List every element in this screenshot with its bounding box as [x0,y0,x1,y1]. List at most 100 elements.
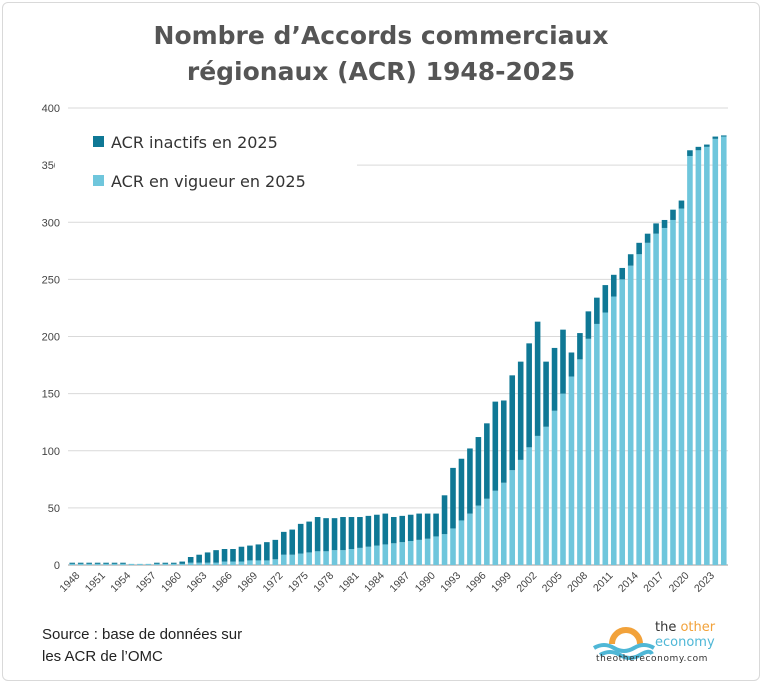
logo-wordmark-line2: economy [655,635,715,650]
bar-inactifs-2006 [560,329,566,394]
bar-inactifs-2024 [712,136,719,139]
bar-vigueur-1982 [357,547,363,565]
bar-inactifs-1970 [255,544,262,561]
logo-url: theothereconomy.com [596,654,709,664]
y-tick-label: 200 [42,332,60,344]
bar-inactifs-2004 [543,361,549,427]
x-tick-label: 2002 [514,570,539,595]
x-tick-label: 1987 [387,570,412,595]
bar-inactifs-1949 [77,562,84,564]
bar-vigueur-2019 [670,219,676,565]
bar-vigueur-1951 [94,563,101,565]
bar-vigueur-1995 [467,513,473,565]
bar-vigueur-2003 [534,435,541,565]
bar-inactifs-1952 [103,562,109,564]
bar-inactifs-1990 [424,513,431,539]
bar-vigueur-1996 [475,505,482,565]
x-tick-label: 1948 [57,570,82,595]
bar-vigueur-1991 [433,536,439,565]
legend-background [55,124,357,200]
bar-inactifs-1986 [390,517,397,544]
bar-vigueur-1976 [306,552,312,565]
bar-inactifs-2020 [678,200,685,209]
x-tick-label: 1975 [286,570,311,595]
x-tick-label: 2017 [641,570,666,595]
bar-inactifs-1992 [441,495,448,535]
bar-vigueur-2009 [585,338,592,565]
bar-vigueur-2014 [627,265,634,565]
y-tick-label: 150 [42,389,60,401]
bar-vigueur-2008 [577,359,583,565]
bar-vigueur-2004 [543,426,549,565]
bar-vigueur-1972 [272,559,279,565]
legend: ACR inactifs en 2025 ACR en vigueur en 2… [55,124,357,200]
bar-inactifs-1988 [407,514,414,542]
bar-vigueur-1960 [170,563,177,565]
bar-inactifs-1991 [433,513,439,537]
x-tick-label: 1954 [108,570,133,595]
bar-inactifs-1971 [264,542,270,561]
bar-vigueur-1971 [264,560,270,565]
bar-inactifs-1965 [213,550,219,563]
bar-vigueur-2023 [704,146,710,565]
bar-vigueur-2006 [560,393,566,565]
bar-vigueur-1993 [450,528,456,565]
bar-inactifs-1972 [272,539,279,560]
bar-inactifs-2025 [720,135,727,137]
bar-vigueur-1964 [204,562,211,565]
bar-inactifs-2021 [687,150,693,156]
bar-inactifs-1966 [221,549,228,562]
bar-inactifs-1973 [280,531,287,555]
bar-inactifs-1948 [69,562,76,564]
bar-inactifs-2007 [568,352,575,377]
bar-vigueur-1984 [374,545,380,565]
bar-inactifs-2011 [602,285,609,313]
bar-inactifs-1979 [331,518,338,551]
source-line2: les ACR de l’OMC [42,648,163,665]
bar-vigueur-1980 [340,550,346,565]
bar-vigueur-1973 [280,554,287,565]
bar-vigueur-1949 [77,563,84,565]
bar-vigueur-1969 [247,560,253,565]
x-tick-label: 1960 [159,570,184,595]
bar-vigueur-1992 [441,534,448,565]
bar-vigueur-1956 [137,563,143,565]
bar-vigueur-1954 [120,563,126,565]
bar-inactifs-2016 [644,233,651,243]
bar-vigueur-1988 [407,541,414,565]
bar-vigueur-1977 [314,551,321,565]
bar-vigueur-2025 [720,136,727,565]
bar-inactifs-1982 [357,517,363,548]
bar-vigueur-2021 [687,155,693,566]
bar-inactifs-1962 [187,557,194,563]
bar-vigueur-1966 [221,561,228,565]
bar-vigueur-1999 [500,482,507,565]
bar-inactifs-1963 [196,554,202,563]
bar-vigueur-2002 [526,447,532,565]
x-tick-label: 1999 [489,570,514,595]
bar-inactifs-2010 [594,297,600,324]
bar-inactifs-1976 [306,521,312,553]
bar-inactifs-1977 [314,517,321,552]
bar-vigueur-1948 [69,563,76,565]
bar-vigueur-1961 [179,563,186,565]
x-tick-label: 1951 [83,570,108,595]
bar-vigueur-2013 [619,279,626,565]
x-tick-label: 1984 [362,570,387,595]
bar-inactifs-2012 [610,274,617,297]
sun-over-waves-icon [592,627,656,660]
bar-inactifs-1950 [86,562,92,564]
x-tick-label: 1963 [184,570,209,595]
bar-vigueur-1950 [86,563,92,565]
bar-inactifs-2005 [551,347,558,411]
bar-inactifs-2008 [577,333,583,360]
x-tick-label: 2005 [540,570,565,595]
bar-vigueur-2017 [653,233,659,566]
bar-inactifs-1951 [94,562,101,564]
bar-inactifs-1953 [111,562,118,564]
bar-inactifs-2009 [585,311,592,339]
bar-vigueur-1970 [255,560,262,565]
bar-vigueur-1986 [390,543,397,565]
bar-inactifs-1967 [230,549,236,562]
